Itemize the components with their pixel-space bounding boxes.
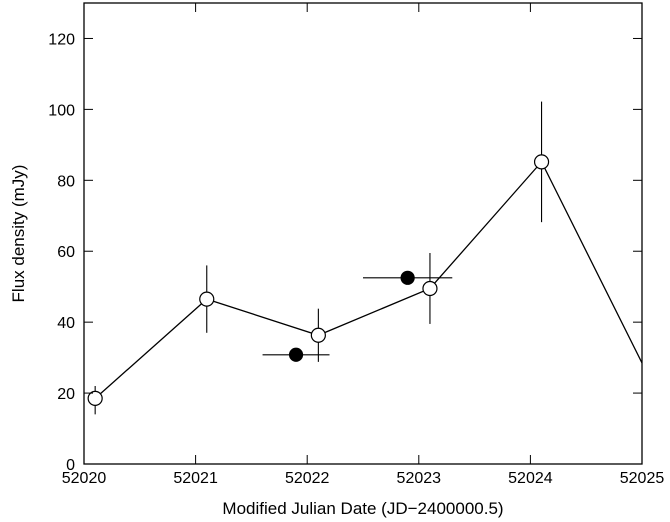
filled-point-0 [288, 347, 304, 362]
y-tick-label-4: 80 [57, 173, 75, 190]
y-tick-label-1: 20 [57, 386, 75, 403]
x-tick-label-4: 52024 [508, 470, 553, 487]
y-tick-label-5: 100 [48, 102, 75, 119]
open-point-2 [310, 327, 326, 343]
filled-point-1 [400, 270, 415, 285]
plot-contents [87, 101, 642, 415]
x-tick-label-5: 52025 [620, 470, 665, 487]
y-tick-label-6: 120 [48, 31, 75, 48]
open-point-0 [87, 390, 103, 406]
y-tick-label-2: 40 [57, 315, 75, 332]
y-tick-label-3: 60 [57, 244, 75, 261]
y-axis-label: Flux density (mJy) [9, 165, 28, 303]
open-point-4 [533, 154, 550, 170]
plot-area [87, 101, 642, 415]
x-tick-label-1: 52021 [173, 470, 218, 487]
x-axis-label: Modified Julian Date (JD−2400000.5) [222, 499, 503, 518]
open-point-1 [199, 291, 215, 307]
x-tick-label-2: 52022 [285, 470, 330, 487]
y-tick-label-0: 0 [66, 457, 75, 474]
open-point-3 [422, 280, 438, 297]
x-tick-label-3: 52023 [397, 470, 442, 487]
axes: 52020 52021 52022 52023 52024 52025 0 20 40 60 80 1… [48, 2, 665, 487]
plot-frame [83, 2, 643, 465]
x-tick-label-0: 52020 [62, 470, 107, 487]
series-line-0 [94, 160, 642, 399]
